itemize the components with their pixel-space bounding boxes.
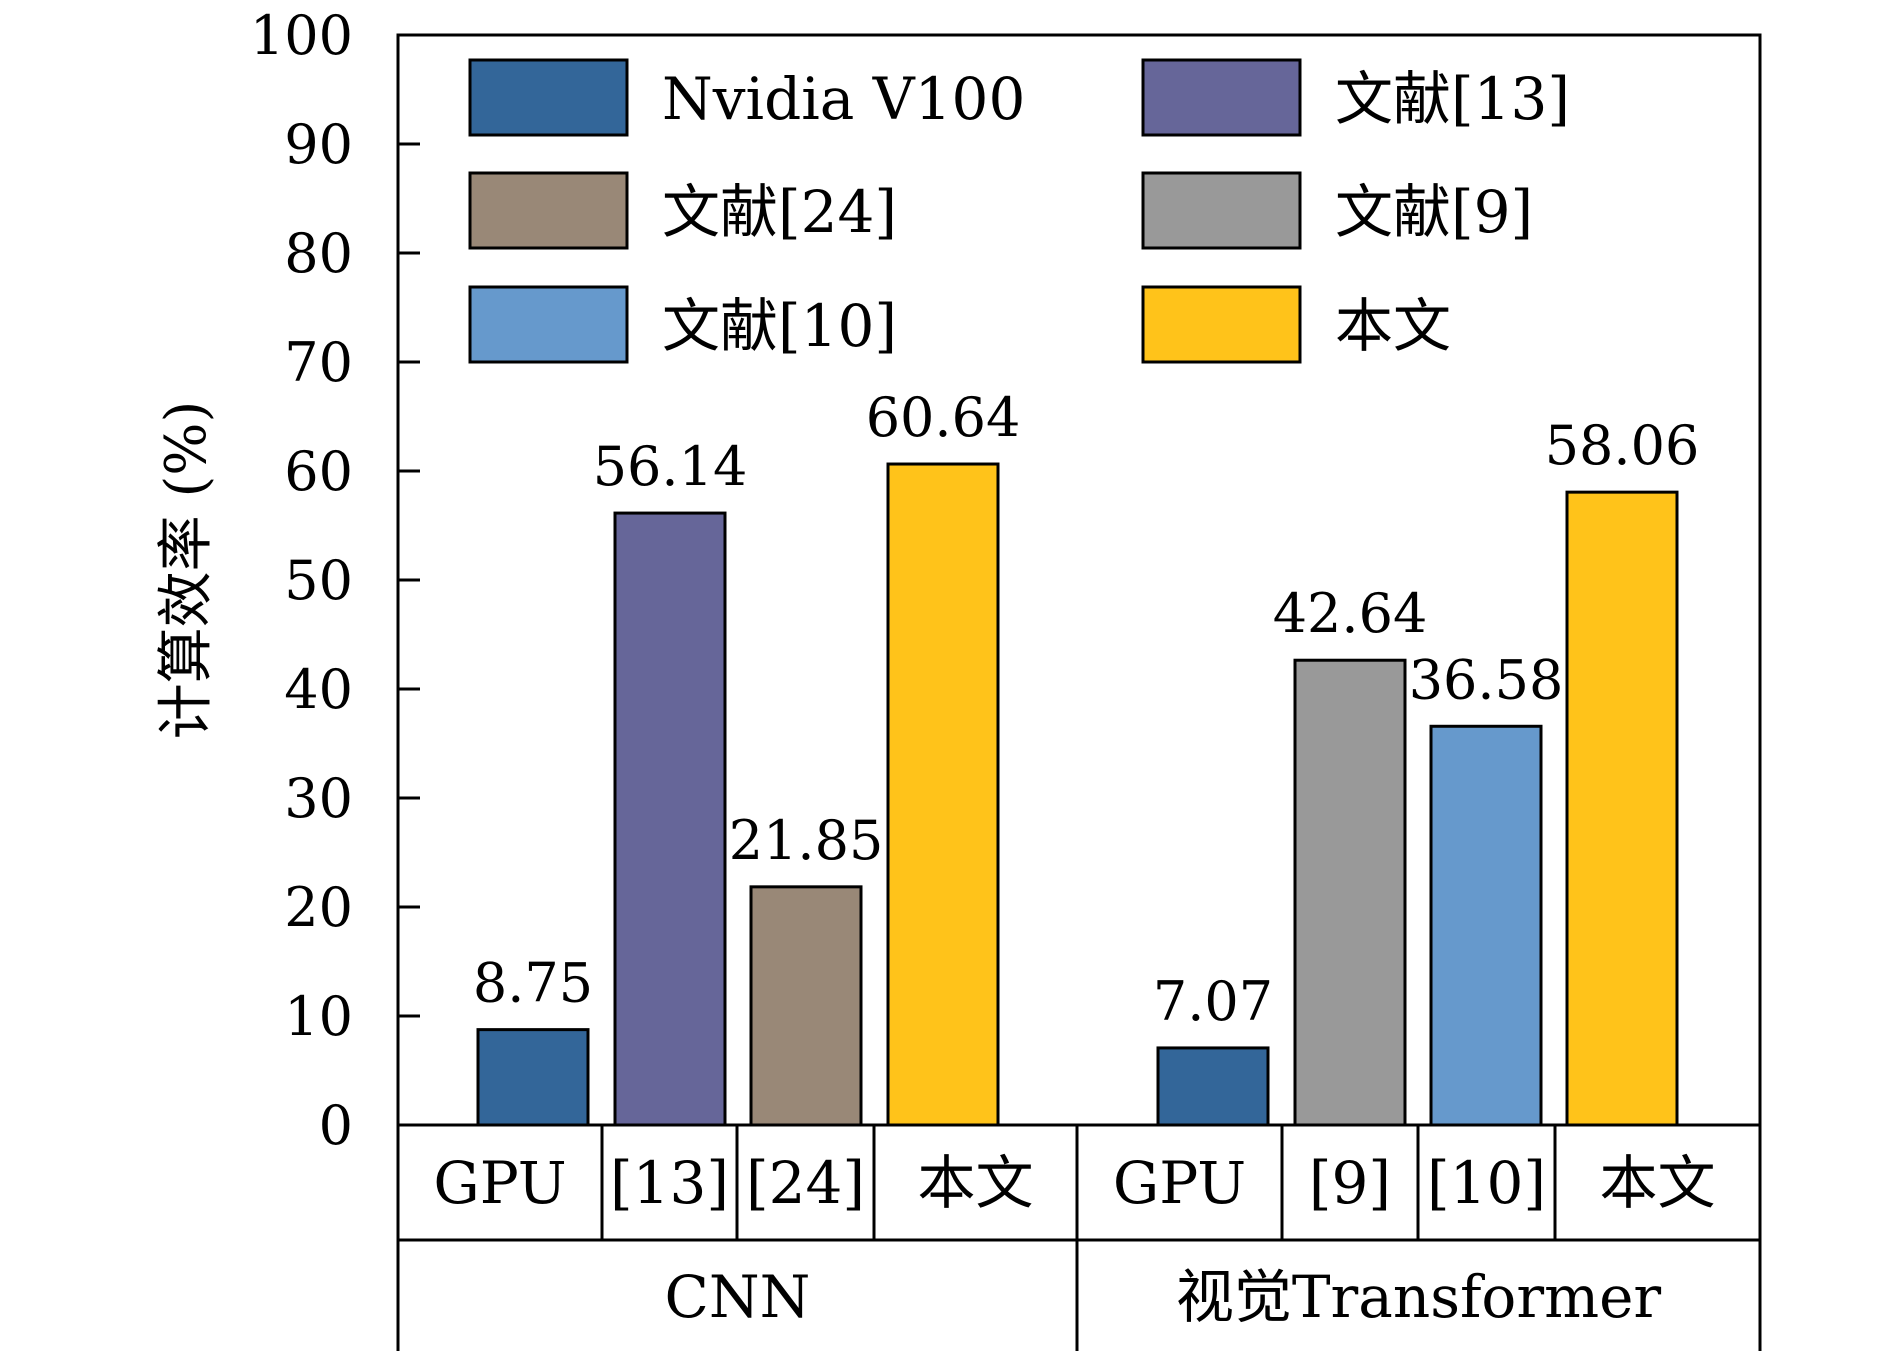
legend-swatch	[1141, 285, 1302, 364]
bar	[1565, 490, 1679, 1127]
legend-swatch	[1141, 58, 1302, 137]
y-tick-label: 60	[284, 440, 353, 503]
legend-swatch	[468, 285, 629, 364]
bar	[476, 1028, 590, 1127]
data-label: 21.85	[729, 809, 884, 872]
data-label: 56.14	[593, 435, 748, 498]
data-label: 8.75	[473, 952, 593, 1015]
bar	[1156, 1046, 1270, 1127]
y-axis-label: 计算效率 (%)	[154, 401, 219, 740]
data-label: 60.64	[866, 386, 1021, 449]
data-label: 42.64	[1273, 582, 1428, 645]
category-label: 本文	[1599, 1149, 1715, 1217]
y-tick-label: 30	[284, 767, 353, 830]
bar	[1429, 724, 1543, 1127]
y-tick-label: 40	[284, 658, 353, 721]
y-tick-label: 20	[284, 876, 353, 939]
legend-swatch	[468, 171, 629, 250]
legend-label: 文献[13]	[1335, 65, 1570, 133]
data-label: 36.58	[1409, 648, 1564, 711]
category-table: GPU [13] [24] 本文 CNN GPU [9] [10] 本文视觉Transforme…	[396, 1125, 1762, 1351]
bar	[749, 885, 863, 1127]
y-tick-label: 100	[250, 4, 353, 67]
y-tick-label: 70	[284, 331, 353, 394]
data-label: 7.07	[1153, 970, 1273, 1033]
plot-axes: 0 10 20 30 40 50 60 70 80 90 100	[250, 4, 1762, 1157]
y-tick-label: 80	[284, 222, 353, 285]
group-label: 视觉Transformer	[1176, 1263, 1662, 1331]
y-tick-label: 50	[284, 549, 353, 612]
bar	[886, 462, 1000, 1127]
category-label: 本文	[917, 1149, 1033, 1217]
y-tick-label: 90	[284, 113, 353, 176]
legend-label: Nvidia V100	[662, 65, 1025, 133]
category-label: [13]	[610, 1149, 729, 1217]
legend-label: 文献[10]	[662, 292, 897, 360]
legend-label: 本文	[1335, 292, 1451, 360]
category-label: [10]	[1427, 1149, 1546, 1217]
category-label: GPU	[433, 1149, 566, 1217]
category-label: [24]	[746, 1149, 865, 1217]
category-label: [9]	[1309, 1149, 1391, 1217]
legend-label: 文献[9]	[1335, 178, 1533, 246]
data-label: 58.06	[1545, 414, 1700, 477]
group-label: CNN	[665, 1263, 811, 1331]
legend-label: 文献[24]	[662, 178, 897, 246]
legend-swatch	[1141, 171, 1302, 250]
bar	[613, 511, 727, 1127]
bar	[1293, 658, 1407, 1127]
category-label: GPU	[1113, 1149, 1246, 1217]
legend-swatch	[468, 58, 629, 137]
y-tick-label: 10	[284, 985, 353, 1048]
y-tick-label: 0	[319, 1094, 353, 1157]
legend: Nvidia V100 文献[13] 文献[24] 文献[9] 文献[10] 本文	[468, 58, 1570, 364]
